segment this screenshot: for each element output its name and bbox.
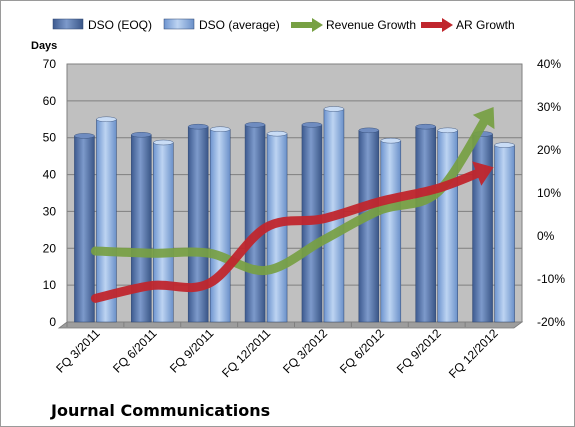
bar-top-dso-eoq [131,132,152,138]
y-tick-label: 10 [43,278,57,292]
x-tick-label: FQ 9/2011 [167,326,217,376]
x-tick-label: FQ 3/2012 [280,326,330,376]
x-tick-label: FQ 6/2011 [110,326,160,376]
bar-top-dso-eoq [358,127,380,134]
bar-dso-eoq [187,126,209,323]
y-tick-label: 20 [43,241,57,255]
bar-top-dso-eoq [244,122,266,128]
line-ar-growth [90,167,485,303]
legend-item-dso-eoq: DSO (EOQ) [52,18,152,32]
y2-tick-label: 10% [537,186,561,200]
bar-top-dso-eoq [187,123,209,130]
bar-dso-average [494,144,515,323]
legend-arrow-revenue-growth [312,18,323,32]
legend-swatch-dso-average [163,18,195,30]
y2-tick-label: 0% [537,229,555,243]
x-tick-label: FQ 3/2011 [53,326,103,376]
bar-dso-eoq [358,130,380,323]
chart-legend: DSO (EOQ) DSO (average) Revenue Growth AR G… [52,18,515,32]
plot-floor [57,321,524,329]
legend-swatch-dso-eoq [52,18,84,30]
legend-item-dso-average: DSO (average) [163,18,280,32]
bar-top-dso-average [380,137,402,144]
bar-dso-average [380,140,402,323]
legend-label-dso-eoq: DSO (EOQ) [88,18,152,32]
bar-top-dso-average [153,139,174,146]
x-tick-label: FQ 12/2011 [219,326,273,380]
legend-label-revenue-growth: Revenue Growth [326,18,416,32]
bar-top-dso-eoq [74,133,95,139]
y-tick-label: 60 [43,94,57,108]
y-tick-label: 30 [43,204,57,218]
legend-item-ar-growth: AR Growth [421,18,515,32]
bar-top-dso-eoq [301,122,323,128]
legend-item-revenue-growth: Revenue Growth [291,18,416,32]
bar-top-dso-average [323,106,345,112]
y2-tick-label: 20% [537,143,561,157]
y2-tick-label: -10% [537,272,565,286]
y-tick-label: 70 [43,57,57,71]
x-tick-label: FQ 6/2012 [337,326,387,376]
bar-top-dso-average [266,130,288,137]
y2-tick-label: -20% [537,315,565,329]
bar-dso-eoq [74,135,95,323]
legend-label-ar-growth: AR Growth [456,18,515,32]
bar-dso-average [437,130,458,323]
arrowhead-ar-growth [472,161,494,186]
y-tick-label: 40 [43,168,57,182]
bar-top-dso-average [494,142,515,148]
y-axis-title: Days [31,40,57,52]
arrowhead-revenue-growth [472,107,495,130]
bar-top-dso-eoq [415,123,436,130]
y2-tick-label: 30% [537,100,561,114]
y2-tick-label: 40% [537,57,561,71]
bar-top-dso-average [437,127,458,134]
bar-dso-eoq [131,134,152,323]
x-tick-label: FQ 12/2012 [446,326,501,381]
y-tick-label: 50 [43,131,57,145]
y-tick-label: 0 [49,315,56,329]
company-name: Journal Communications [50,401,270,420]
bar-dso-eoq [415,126,436,323]
bar-dso-eoq [244,124,266,323]
x-tick-label: FQ 9/2012 [394,326,444,376]
bar-dso-average [209,128,231,323]
series-ar-growth [90,161,494,303]
bar-dso-eoq [472,133,493,323]
legend-label-dso-average: DSO (average) [199,18,280,32]
plot-area: 0 10 20 30 40 50 60 70 -20% -10% 0% 10% 20% 30% 40% FQ … [43,57,566,381]
bar-top-dso-average [96,116,117,122]
bar-dso-average [153,142,174,323]
legend-arrow-ar-growth [442,18,453,32]
bar-top-dso-average [209,126,231,132]
